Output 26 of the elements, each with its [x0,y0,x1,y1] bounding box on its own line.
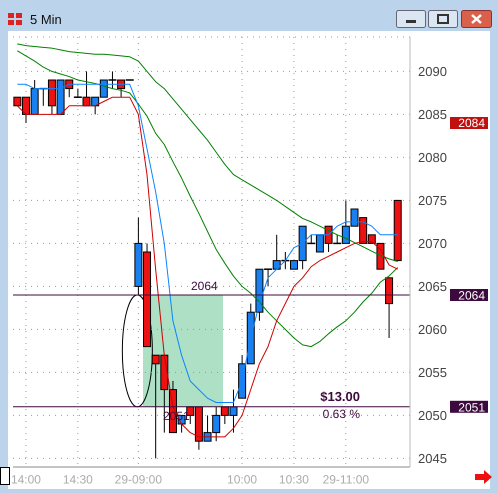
text: 2064 [458,288,485,302]
y-tick-label: 2075 [418,193,447,208]
annotation: $13.00 [320,388,360,404]
y-tick-label: 2090 [418,64,447,80]
x-tick-label: 29-09:00 [114,472,162,487]
x-tick-label: 14:00 [10,472,42,487]
chart-title: 5 Min [30,12,62,26]
x-tick-label: 10:00 [227,472,258,487]
ref-line-label: 2051 [163,408,190,423]
line-series [16,43,398,262]
x-tick-label: 29-11:00 [322,472,370,487]
y-tick-label: 2085 [418,107,447,122]
y-tick-label: 2065 [418,279,447,294]
line-series [16,50,398,348]
annotation: 0.63 % [322,406,360,421]
y-tick-label: 2070 [418,236,447,252]
y-tick-label: 2045 [418,451,447,466]
y-tick-label: 2055 [418,365,447,380]
ref-line-label: 2064 [191,279,218,293]
x-tick-label: 14:30 [62,472,94,487]
x-tick-label: 10:30 [278,472,310,487]
y-tick-label: 2050 [418,408,447,424]
y-tick-label: 2080 [418,150,447,166]
text: 2051 [458,400,485,414]
text: 2084 [458,116,486,130]
y-tick-label: 2060 [418,322,447,338]
